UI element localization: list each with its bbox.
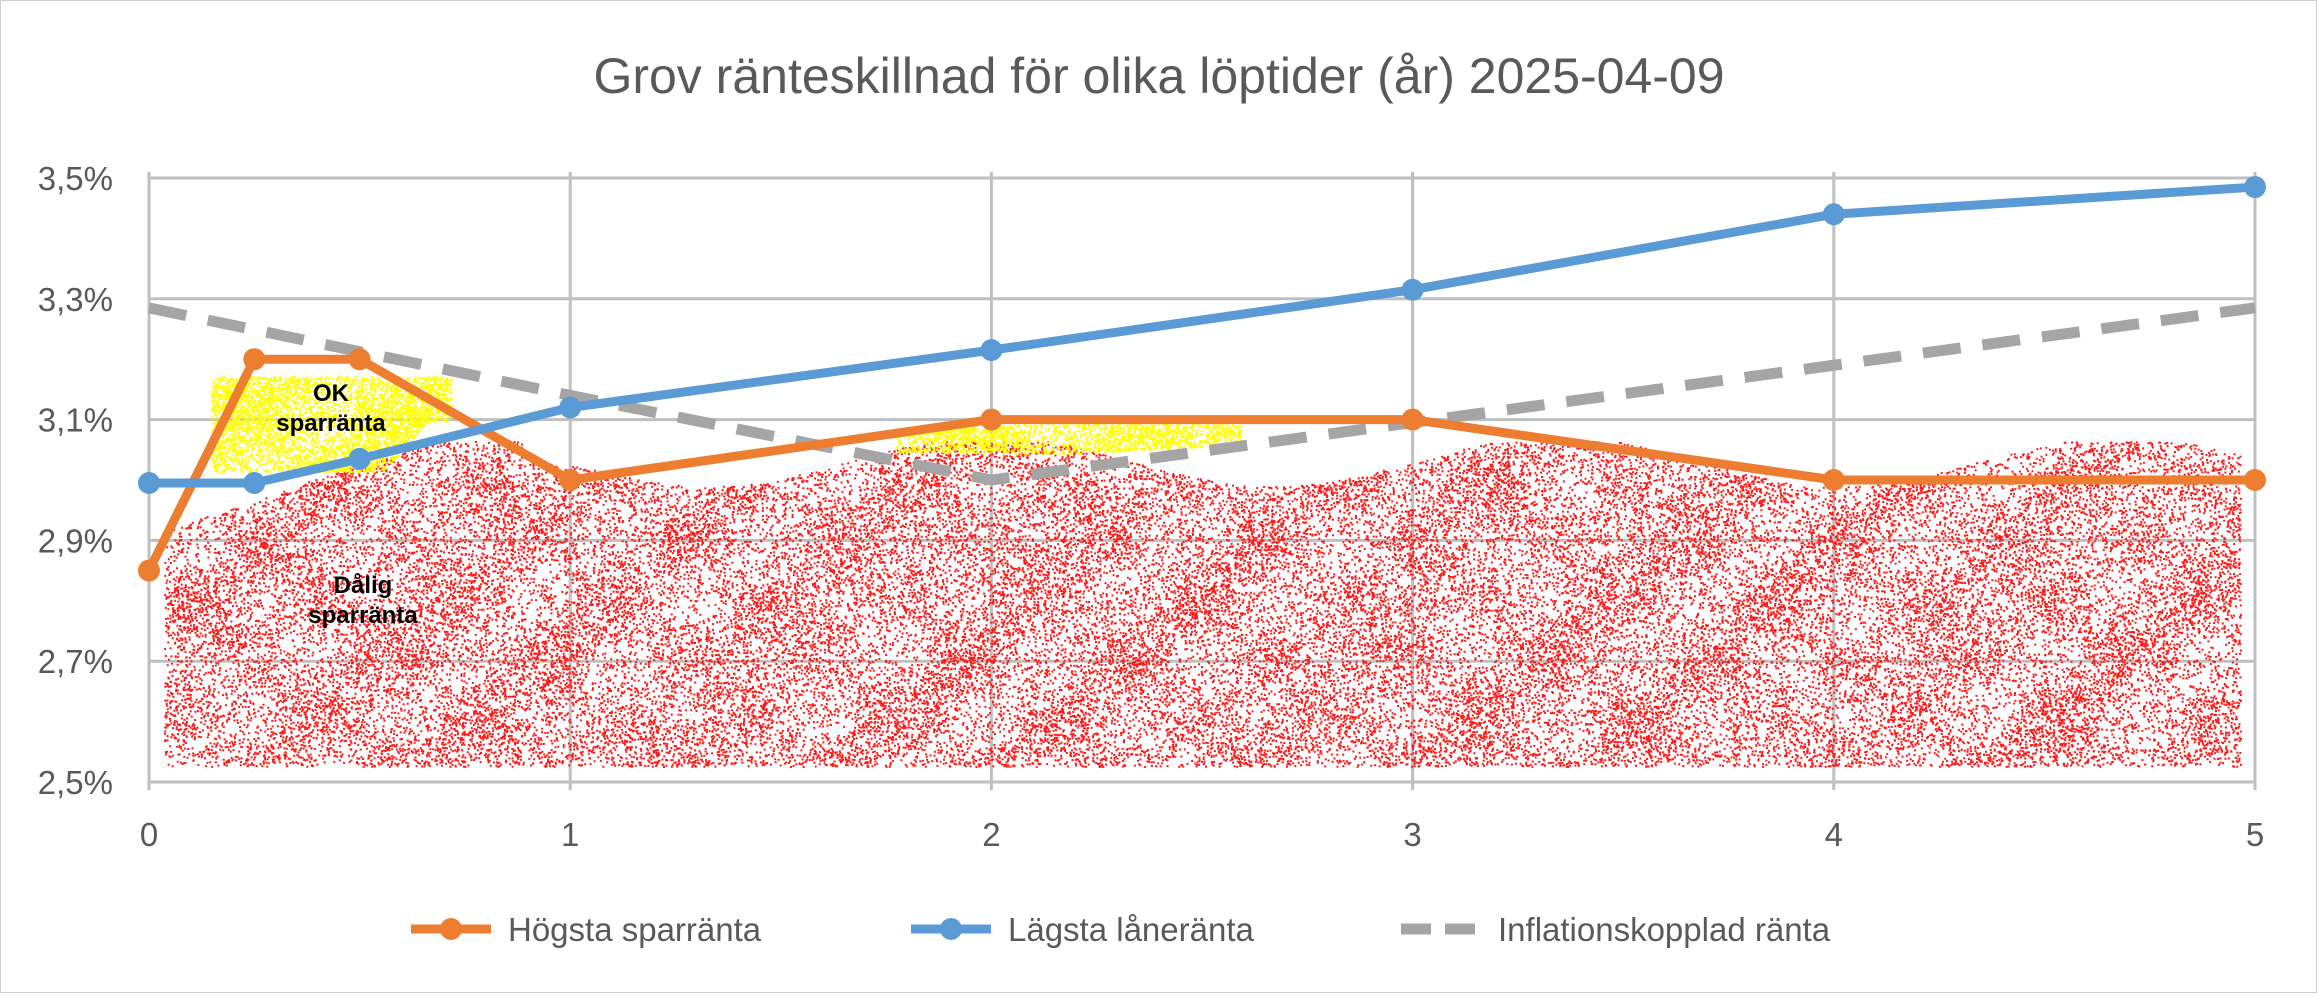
series-lines xyxy=(138,176,2266,582)
data-point xyxy=(1822,469,1845,491)
speckle xyxy=(211,376,453,473)
annotation-label: sparränta xyxy=(308,602,418,629)
poor-savings-region xyxy=(164,441,2242,768)
legend-item: Inflationskopplad ränta xyxy=(1401,911,1831,948)
legend-label: Inflationskopplad ränta xyxy=(1498,911,1831,948)
legend-item: Högsta sparränta xyxy=(411,911,762,948)
data-point xyxy=(1822,203,1845,226)
data-point xyxy=(138,559,160,582)
data-point xyxy=(2244,176,2266,199)
legend: Högsta sparränta Lägsta låneränta Inflatio… xyxy=(411,911,1831,948)
speckle xyxy=(896,422,1243,456)
annotation-label: OK xyxy=(313,380,350,407)
x-tick-label: 2 xyxy=(982,816,1000,853)
y-tick-label: 2,5% xyxy=(38,764,113,801)
x-tick-label: 3 xyxy=(1403,816,1421,853)
ok-savings-region-1 xyxy=(211,376,453,473)
data-point xyxy=(348,447,371,470)
legend-label: Högsta sparränta xyxy=(508,911,762,948)
x-tick-label: 0 xyxy=(140,816,158,853)
series-line-1 xyxy=(149,182,2256,488)
speckle xyxy=(164,441,2242,768)
y-tick-label: 3,5% xyxy=(38,160,113,197)
data-point xyxy=(980,339,1003,362)
legend-item: Lägsta låneränta xyxy=(911,911,1255,948)
x-tick-label: 5 xyxy=(2246,816,2264,853)
data-point xyxy=(243,472,266,495)
series-line-0 xyxy=(144,354,2255,573)
data-point xyxy=(348,348,371,371)
legend-marker xyxy=(440,918,462,940)
annotation-label: sparränta xyxy=(276,410,386,437)
chart-title: Grov ränteskillnad för olika löptider (å… xyxy=(593,48,1724,104)
tick-labels: 2,5% 2,7% 2,9% 3,1% 3,3% 3,5% 0 1 2 3 4 5 xyxy=(38,160,2264,853)
data-point xyxy=(1401,278,1424,301)
y-tick-label: 2,7% xyxy=(38,643,113,680)
y-tick-label: 2,9% xyxy=(38,522,113,559)
legend-label: Lägsta låneränta xyxy=(1008,911,1255,948)
data-point xyxy=(2244,469,2266,491)
data-point xyxy=(559,469,582,491)
annotation-label: Dålig xyxy=(334,572,393,599)
annotation-regions xyxy=(164,376,2242,768)
x-tick-label: 1 xyxy=(561,816,579,853)
y-tick-label: 3,1% xyxy=(38,402,113,439)
annotation-labels: OK sparränta Dålig sparränta xyxy=(276,380,418,629)
y-tick-label: 3,3% xyxy=(38,281,113,318)
data-point xyxy=(243,348,266,371)
data-point xyxy=(980,408,1003,431)
data-point xyxy=(138,472,160,495)
legend-marker xyxy=(940,918,962,940)
grid xyxy=(147,172,2257,790)
ok-savings-region-2 xyxy=(896,422,1243,456)
series-line-2 xyxy=(147,302,2256,486)
data-point xyxy=(1401,408,1424,431)
data-point xyxy=(559,396,582,419)
x-tick-label: 4 xyxy=(1825,816,1843,853)
